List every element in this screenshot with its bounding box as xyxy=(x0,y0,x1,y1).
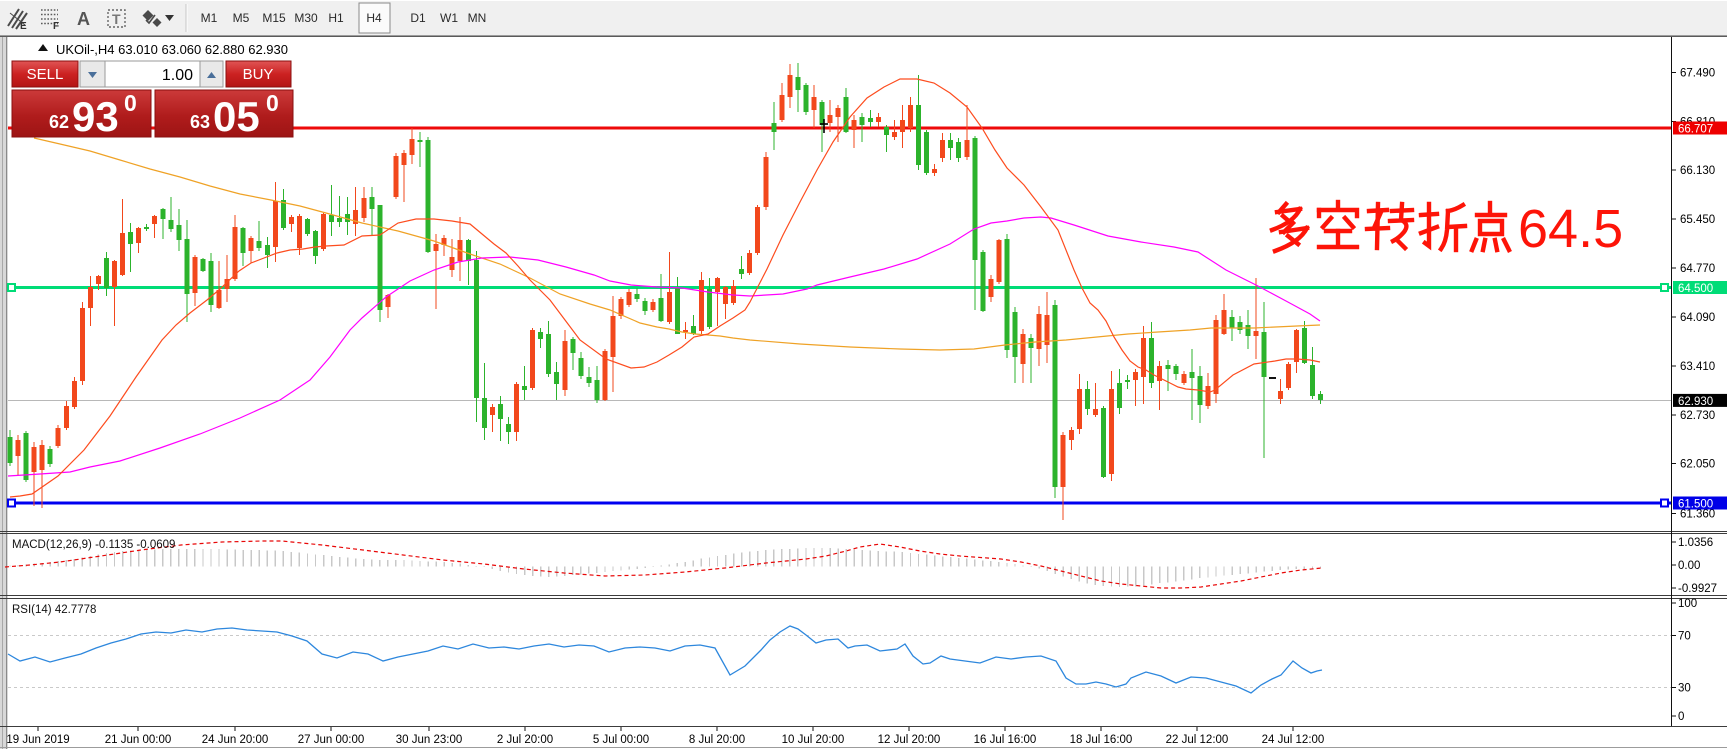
svg-text:10 Jul 20:00: 10 Jul 20:00 xyxy=(782,734,845,746)
svg-text:30 Jun 23:00: 30 Jun 23:00 xyxy=(396,734,463,746)
svg-text:27 Jun 00:00: 27 Jun 00:00 xyxy=(298,734,365,746)
svg-text:66.130: 66.130 xyxy=(1680,165,1715,177)
svg-text:0.00: 0.00 xyxy=(1678,560,1700,572)
svg-text:05: 05 xyxy=(213,93,260,140)
svg-text:5 Jul 00:00: 5 Jul 00:00 xyxy=(593,734,649,746)
svg-text:24 Jul 12:00: 24 Jul 12:00 xyxy=(1262,734,1325,746)
svg-text:T: T xyxy=(112,11,121,27)
svg-text:62.730: 62.730 xyxy=(1680,410,1715,422)
svg-text:H1: H1 xyxy=(328,11,344,25)
svg-text:-0.9927: -0.9927 xyxy=(1678,583,1717,595)
svg-text:MN: MN xyxy=(468,11,487,25)
svg-text:24 Jun 20:00: 24 Jun 20:00 xyxy=(202,734,269,746)
svg-text:64.5: 64.5 xyxy=(1518,199,1623,259)
svg-text:M30: M30 xyxy=(294,11,318,25)
svg-text:65.450: 65.450 xyxy=(1680,214,1715,226)
svg-text:30: 30 xyxy=(1678,682,1691,694)
svg-text:A: A xyxy=(77,9,90,29)
svg-text:61.360: 61.360 xyxy=(1680,508,1715,520)
svg-text:M1: M1 xyxy=(201,11,218,25)
svg-text:62.930: 62.930 xyxy=(1678,396,1713,408)
svg-text:70: 70 xyxy=(1678,631,1691,643)
svg-text:MACD(12,26,9) -0.1135 -0.0609: MACD(12,26,9) -0.1135 -0.0609 xyxy=(12,539,175,551)
svg-text:64.090: 64.090 xyxy=(1680,312,1715,324)
svg-text:61.500: 61.500 xyxy=(1678,499,1713,511)
svg-text:18 Jul 16:00: 18 Jul 16:00 xyxy=(1070,734,1133,746)
svg-text:RSI(14) 42.7778: RSI(14) 42.7778 xyxy=(12,604,96,616)
svg-text:1.00: 1.00 xyxy=(162,67,193,84)
svg-text:62.050: 62.050 xyxy=(1680,459,1715,471)
svg-text:64.770: 64.770 xyxy=(1680,263,1715,275)
svg-text:16 Jul 16:00: 16 Jul 16:00 xyxy=(974,734,1037,746)
svg-text:22 Jul 12:00: 22 Jul 12:00 xyxy=(1166,734,1229,746)
svg-text:12 Jul 20:00: 12 Jul 20:00 xyxy=(878,734,941,746)
svg-text:63.410: 63.410 xyxy=(1680,361,1715,373)
svg-text:D1: D1 xyxy=(410,11,426,25)
svg-text:64.500: 64.500 xyxy=(1678,283,1713,295)
svg-text:63: 63 xyxy=(190,112,210,132)
svg-text:SELL: SELL xyxy=(27,66,64,83)
svg-text:H4: H4 xyxy=(366,11,382,25)
svg-text:2 Jul 20:00: 2 Jul 20:00 xyxy=(497,734,553,746)
svg-text:0: 0 xyxy=(266,90,279,116)
svg-text:M5: M5 xyxy=(233,11,250,25)
svg-text:UKOil-,H4 63.010 63.060 62.88: UKOil-,H4 63.010 63.060 62.880 62.930 xyxy=(56,42,288,57)
svg-text:100: 100 xyxy=(1678,598,1697,610)
svg-text:21 Jun 00:00: 21 Jun 00:00 xyxy=(105,734,172,746)
svg-text:19 Jun 2019: 19 Jun 2019 xyxy=(6,734,69,746)
svg-text:E: E xyxy=(20,21,27,32)
svg-text:62: 62 xyxy=(49,112,69,132)
svg-text:67.490: 67.490 xyxy=(1680,67,1715,79)
svg-text:8 Jul 20:00: 8 Jul 20:00 xyxy=(689,734,745,746)
svg-text:0: 0 xyxy=(124,90,137,116)
svg-text:F: F xyxy=(53,21,59,32)
svg-text:BUY: BUY xyxy=(243,66,274,83)
svg-text:M15: M15 xyxy=(262,11,286,25)
svg-text:66.707: 66.707 xyxy=(1678,124,1713,136)
svg-text:W1: W1 xyxy=(440,11,458,25)
svg-text:1.0356: 1.0356 xyxy=(1678,537,1713,549)
svg-text:93: 93 xyxy=(72,93,119,140)
svg-text:0: 0 xyxy=(1678,711,1684,723)
